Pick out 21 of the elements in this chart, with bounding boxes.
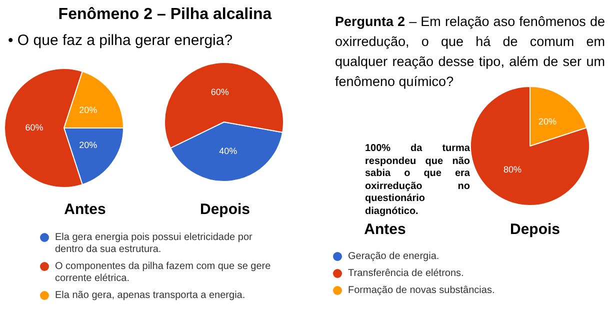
data-label: 20% <box>538 116 556 126</box>
text: Depois <box>508 221 561 238</box>
legend-label: O componentes da pilha fazem com que se gere corrente elétrica. <box>55 261 272 285</box>
data-label: 60% <box>25 122 44 132</box>
legend-label: Transferência de elétrons. <box>348 268 464 280</box>
legend-label: Ela gera energia pois possui eletricidade por dentro da sua estrutura. <box>55 232 254 256</box>
legend-label: Formação de novas substâncias. <box>348 285 495 297</box>
text: Depois <box>198 201 251 218</box>
data-label: 80% <box>504 164 522 175</box>
chart-title: Fenômeno 2 – Pilha alcalina <box>57 6 273 24</box>
text: Antes <box>63 201 107 218</box>
text: Pergunta 2 – Em relação aso fenômenos de oxirredução, o que há de comum em qualquer reação desse tipo, além de ser um fenômeno químico? <box>335 13 605 91</box>
data-label: 40% <box>219 146 238 156</box>
data-label: 20% <box>79 140 98 150</box>
text: Antes <box>363 221 407 238</box>
data-label: 60% <box>210 87 229 98</box>
data-label: 20% <box>79 105 98 115</box>
legend-label: Geração de energia. <box>348 251 440 263</box>
chart-subtitle: • O que faz a pilha gerar energia? <box>8 32 233 49</box>
text: 100% da turma respondeu que não sabia o que era oxirredução no questionário diagnótico. <box>365 143 470 218</box>
legend-label: Ela não gera, apenas transporta a energia. <box>55 290 246 302</box>
